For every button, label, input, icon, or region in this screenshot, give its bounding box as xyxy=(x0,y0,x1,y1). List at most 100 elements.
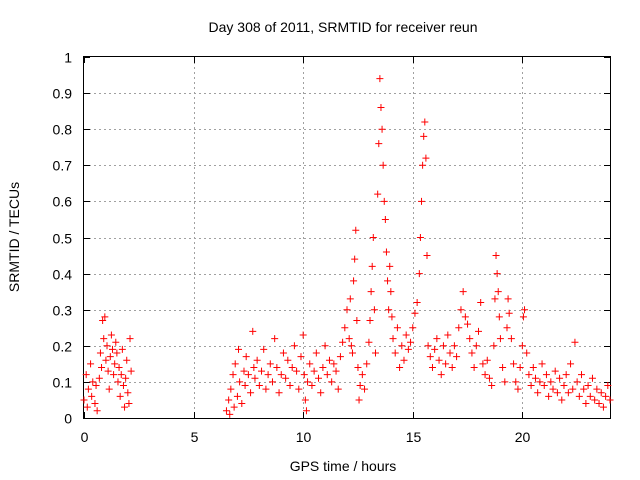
x-tick-label: 0 xyxy=(81,429,89,445)
data-point xyxy=(448,363,456,371)
y-tick-label: 1 xyxy=(64,50,72,66)
data-point xyxy=(518,342,526,350)
data-point xyxy=(126,335,134,343)
data-point xyxy=(426,353,434,361)
data-point xyxy=(418,197,426,205)
data-point xyxy=(236,378,244,386)
data-point xyxy=(376,75,384,83)
data-point xyxy=(496,335,504,343)
data-point xyxy=(400,356,408,364)
data-point xyxy=(262,385,270,393)
y-tick-label: 0.3 xyxy=(53,303,73,319)
data-point xyxy=(396,363,404,371)
data-point xyxy=(321,342,329,350)
data-point xyxy=(299,331,307,339)
data-point xyxy=(423,252,431,260)
data-point xyxy=(275,389,283,397)
data-point xyxy=(538,360,546,368)
y-tick-label: 0.4 xyxy=(53,267,73,283)
data-point xyxy=(606,396,614,404)
data-point xyxy=(435,356,443,364)
data-point xyxy=(115,363,123,371)
data-point xyxy=(351,255,359,263)
data-point xyxy=(229,371,237,379)
data-point xyxy=(595,400,603,408)
data-point xyxy=(88,392,96,400)
data-point xyxy=(282,374,290,382)
data-point xyxy=(380,197,388,205)
data-point xyxy=(369,234,377,241)
data-point xyxy=(501,378,509,386)
data-point xyxy=(459,288,467,296)
data-point xyxy=(503,324,511,332)
data-point xyxy=(260,345,268,353)
data-point xyxy=(525,371,533,379)
data-point xyxy=(98,363,106,371)
data-point xyxy=(222,407,230,415)
data-point xyxy=(231,360,239,368)
data-point xyxy=(419,161,427,169)
x-tick-label: 5 xyxy=(191,429,199,445)
data-point xyxy=(507,335,515,343)
data-point xyxy=(560,382,568,390)
data-point xyxy=(107,331,115,339)
data-point xyxy=(240,367,248,375)
data-point xyxy=(481,371,489,379)
data-point xyxy=(407,338,415,346)
data-point xyxy=(80,396,88,404)
y-tick-label: 0.7 xyxy=(53,158,73,174)
data-point xyxy=(422,154,430,162)
data-point xyxy=(323,371,331,379)
data-point xyxy=(446,349,454,357)
data-point xyxy=(564,389,572,397)
data-point xyxy=(91,400,99,408)
data-point xyxy=(490,342,498,350)
data-point xyxy=(468,349,476,357)
data-point xyxy=(488,382,496,390)
data-point xyxy=(453,353,461,361)
data-point xyxy=(113,349,121,357)
data-point xyxy=(343,306,351,314)
data-point xyxy=(89,378,97,386)
data-point xyxy=(464,320,472,328)
data-point xyxy=(300,371,308,379)
data-point xyxy=(250,363,258,371)
data-point xyxy=(531,374,539,382)
y-tick-label: 0.9 xyxy=(53,86,73,102)
data-point xyxy=(382,248,390,256)
data-point xyxy=(255,382,263,390)
data-point xyxy=(87,360,95,368)
data-point xyxy=(553,389,561,397)
data-points xyxy=(80,75,614,418)
data-point xyxy=(485,374,493,382)
data-point xyxy=(258,367,266,375)
data-point xyxy=(479,360,487,368)
data-point xyxy=(424,342,432,350)
data-point xyxy=(367,288,375,296)
data-point xyxy=(247,389,255,397)
data-point xyxy=(562,371,570,379)
plot-frame xyxy=(83,56,611,419)
data-point xyxy=(371,349,379,357)
data-point xyxy=(402,331,410,339)
data-point xyxy=(573,378,581,386)
data-point xyxy=(578,371,586,379)
data-point xyxy=(353,317,361,325)
grid-lines xyxy=(84,57,610,418)
data-point xyxy=(387,288,395,296)
data-point xyxy=(571,338,579,346)
chart-title: Day 308 of 2011, SRMTID for receiver reu… xyxy=(209,19,478,35)
data-point xyxy=(393,324,401,332)
data-point xyxy=(375,140,383,148)
data-point xyxy=(519,313,527,321)
data-point xyxy=(121,403,129,411)
data-point xyxy=(442,360,450,368)
data-point xyxy=(398,342,406,350)
data-point xyxy=(413,298,421,306)
data-point xyxy=(499,363,507,371)
data-point xyxy=(450,342,458,350)
data-point xyxy=(604,382,612,390)
data-point xyxy=(505,309,513,317)
data-point xyxy=(404,345,412,353)
data-point xyxy=(100,335,108,343)
